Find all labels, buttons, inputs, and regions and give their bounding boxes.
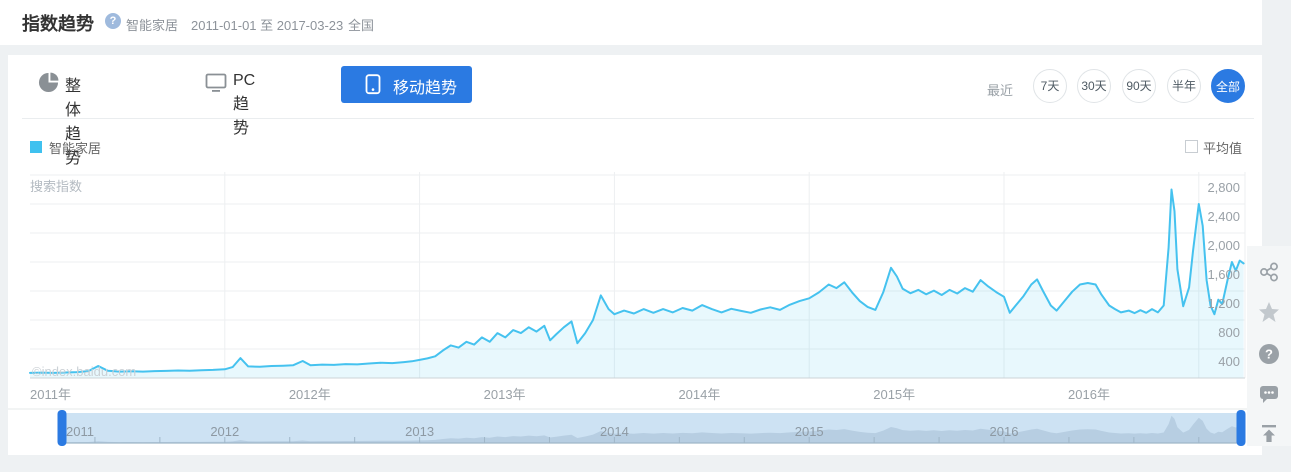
range-button-7d[interactable]: 7天 (1033, 69, 1067, 103)
watermark: ©index.baidu.com (32, 364, 137, 379)
mobile-icon (365, 74, 381, 100)
tab-pc-label: PC趋势 (233, 72, 256, 137)
svg-text:?: ? (1265, 347, 1273, 362)
tab-overall-label: 整体趋势 (65, 78, 82, 167)
y-axis-title: 搜索指数 (30, 179, 83, 194)
average-checkbox[interactable] (1185, 140, 1198, 153)
legend-series-label[interactable]: 智能家居 (49, 141, 102, 156)
range-button-90d[interactable]: 90天 (1122, 69, 1156, 103)
help-icon[interactable]: ? (105, 13, 121, 29)
range-button-all[interactable]: 全部 (1211, 69, 1245, 103)
range-button-halfyear[interactable]: 半年 (1167, 69, 1201, 103)
page-title: 指数趋势 (22, 14, 94, 34)
average-label: 平均值 (1203, 141, 1243, 156)
chart-plot-area[interactable] (30, 172, 1245, 378)
keyword-label: 智能家居 (126, 18, 179, 33)
legend-swatch (30, 141, 42, 153)
tab-mobile-trend[interactable]: 移动趋势 (341, 66, 472, 103)
date-range-label: 2011-01-01 至 2017-03-23 (191, 18, 344, 33)
share-icon[interactable] (1247, 252, 1291, 292)
star-icon[interactable] (1247, 292, 1291, 332)
back-to-top-icon[interactable] (1247, 414, 1291, 454)
feedback-icon[interactable] (1247, 374, 1291, 414)
pie-chart-icon (38, 72, 59, 98)
region-label: 全国 (348, 18, 375, 33)
tabs-separator (22, 118, 1254, 119)
side-toolbar: ? (1247, 246, 1291, 446)
recent-label: 最近 (987, 83, 1014, 98)
monitor-icon (205, 73, 227, 98)
help-circle-icon[interactable]: ? (1247, 334, 1291, 374)
tab-mobile-label: 移动趋势 (393, 80, 458, 97)
range-button-30d[interactable]: 30天 (1077, 69, 1111, 103)
header-strip (0, 0, 1262, 45)
